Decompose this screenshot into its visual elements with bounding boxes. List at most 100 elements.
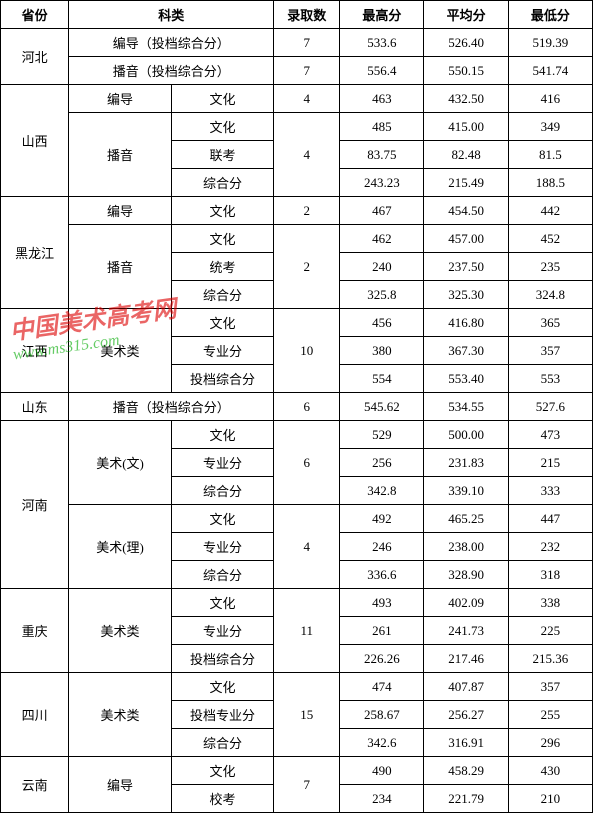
max-score-cell: 556.4 [340,57,424,85]
province-cell: 云南 [1,757,69,813]
avg-score-cell: 82.48 [424,141,508,169]
category-sub-cell: 文化 [171,309,273,337]
category-main-cell: 美术类 [69,309,171,393]
table-header-row: 省份 科类 录取数 最高分 平均分 最低分 [1,1,593,29]
header-min: 最低分 [508,1,592,29]
category-sub-cell: 综合分 [171,169,273,197]
province-cell: 江西 [1,309,69,393]
table-row: 云南编导文化7490458.29430 [1,757,593,785]
min-score-cell: 473 [508,421,592,449]
table-row: 四川美术类文化15474407.87357 [1,673,593,701]
category-main-cell: 编导 [69,197,171,225]
table-row: 播音文化2462457.00452 [1,225,593,253]
max-score-cell: 342.8 [340,477,424,505]
min-score-cell: 416 [508,85,592,113]
max-score-cell: 380 [340,337,424,365]
avg-score-cell: 500.00 [424,421,508,449]
table-row: 黑龙江编导文化2467454.50442 [1,197,593,225]
min-score-cell: 235 [508,253,592,281]
category-sub-cell: 文化 [171,197,273,225]
category-sub-cell: 综合分 [171,281,273,309]
min-score-cell: 255 [508,701,592,729]
max-score-cell: 554 [340,365,424,393]
max-score-cell: 529 [340,421,424,449]
category-main-cell: 播音 [69,113,171,197]
admitted-cell: 11 [274,589,340,673]
avg-score-cell: 367.30 [424,337,508,365]
category-main-cell: 美术(文) [69,421,171,505]
max-score-cell: 533.6 [340,29,424,57]
header-admitted: 录取数 [274,1,340,29]
table-row: 江西美术类文化10456416.80365 [1,309,593,337]
max-score-cell: 226.26 [340,645,424,673]
admitted-cell: 15 [274,673,340,757]
min-score-cell: 338 [508,589,592,617]
category-main-cell: 编导 [69,85,171,113]
category-sub-cell: 专业分 [171,617,273,645]
max-score-cell: 246 [340,533,424,561]
province-cell: 山东 [1,393,69,421]
category-sub-cell: 文化 [171,113,273,141]
max-score-cell: 261 [340,617,424,645]
category-sub-cell: 投档综合分 [171,645,273,673]
avg-score-cell: 241.73 [424,617,508,645]
max-score-cell: 492 [340,505,424,533]
max-score-cell: 234 [340,785,424,813]
admitted-cell: 7 [274,57,340,85]
max-score-cell: 545.62 [340,393,424,421]
avg-score-cell: 238.00 [424,533,508,561]
category-sub-cell: 专业分 [171,533,273,561]
min-score-cell: 430 [508,757,592,785]
avg-score-cell: 454.50 [424,197,508,225]
category-sub-cell: 文化 [171,85,273,113]
max-score-cell: 493 [340,589,424,617]
min-score-cell: 452 [508,225,592,253]
table-row: 播音（投档综合分）7556.4550.15541.74 [1,57,593,85]
province-cell: 重庆 [1,589,69,673]
province-cell: 黑龙江 [1,197,69,309]
admitted-cell: 7 [274,29,340,57]
min-score-cell: 349 [508,113,592,141]
avg-score-cell: 553.40 [424,365,508,393]
category-sub-cell: 综合分 [171,729,273,757]
min-score-cell: 541.74 [508,57,592,85]
avg-score-cell: 465.25 [424,505,508,533]
category-main-cell: 播音 [69,225,171,309]
category-sub-cell: 专业分 [171,449,273,477]
province-cell: 四川 [1,673,69,757]
category-sub-cell: 文化 [171,589,273,617]
category-sub-cell: 校考 [171,785,273,813]
avg-score-cell: 217.46 [424,645,508,673]
category-sub-cell: 文化 [171,505,273,533]
min-score-cell: 553 [508,365,592,393]
category-sub-cell: 综合分 [171,561,273,589]
admitted-cell: 7 [274,757,340,813]
min-score-cell: 225 [508,617,592,645]
min-score-cell: 357 [508,337,592,365]
min-score-cell: 296 [508,729,592,757]
header-province: 省份 [1,1,69,29]
admitted-cell: 2 [274,225,340,309]
category-sub-cell: 文化 [171,421,273,449]
max-score-cell: 474 [340,673,424,701]
min-score-cell: 232 [508,533,592,561]
category-sub-cell: 文化 [171,757,273,785]
table-row: 山西编导文化4463432.50416 [1,85,593,113]
avg-score-cell: 415.00 [424,113,508,141]
avg-score-cell: 534.55 [424,393,508,421]
category-sub-cell: 统考 [171,253,273,281]
category-cell: 编导（投档综合分） [69,29,274,57]
category-sub-cell: 投档综合分 [171,365,273,393]
category-sub-cell: 联考 [171,141,273,169]
admitted-cell: 4 [274,85,340,113]
admitted-cell: 10 [274,309,340,393]
min-score-cell: 324.8 [508,281,592,309]
min-score-cell: 210 [508,785,592,813]
admission-scores-table: 省份 科类 录取数 最高分 平均分 最低分 河北编导（投档综合分）7533.65… [0,0,593,813]
min-score-cell: 519.39 [508,29,592,57]
max-score-cell: 456 [340,309,424,337]
avg-score-cell: 432.50 [424,85,508,113]
category-sub-cell: 投档专业分 [171,701,273,729]
header-max: 最高分 [340,1,424,29]
max-score-cell: 256 [340,449,424,477]
